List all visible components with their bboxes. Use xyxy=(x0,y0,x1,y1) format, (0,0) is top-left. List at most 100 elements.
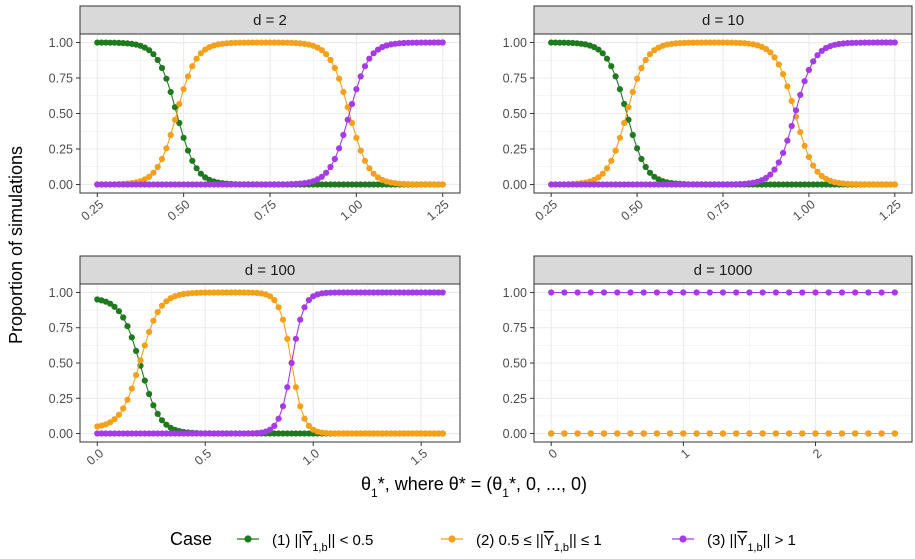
data-point xyxy=(814,181,821,188)
data-point xyxy=(711,39,718,46)
data-point xyxy=(288,430,295,437)
data-point xyxy=(435,289,442,296)
data-point xyxy=(396,180,403,187)
x-tick-label: 2 xyxy=(810,446,824,461)
data-point xyxy=(400,430,407,437)
data-point xyxy=(180,181,187,188)
data-point xyxy=(797,129,804,136)
x-tick-label: 0.0 xyxy=(84,446,106,468)
data-point xyxy=(435,39,442,46)
data-point xyxy=(128,334,135,341)
data-point xyxy=(775,61,782,68)
data-point xyxy=(331,181,338,188)
data-point xyxy=(271,422,278,429)
data-point xyxy=(374,181,382,188)
data-point xyxy=(262,39,269,46)
data-point xyxy=(694,39,701,46)
data-point xyxy=(600,289,608,296)
data-point xyxy=(228,39,235,47)
data-point xyxy=(193,181,200,188)
data-point xyxy=(733,430,740,437)
data-point xyxy=(266,39,274,46)
data-point xyxy=(275,304,282,311)
data-point xyxy=(124,323,131,330)
data-point xyxy=(323,169,330,176)
data-point xyxy=(275,430,282,437)
data-point xyxy=(379,181,386,188)
data-point xyxy=(245,430,252,437)
data-point xyxy=(111,39,118,46)
data-point xyxy=(357,147,364,154)
gridlines xyxy=(80,34,460,193)
facet-strip xyxy=(533,255,913,285)
x-tick-label: 1.00 xyxy=(790,197,818,223)
data-point xyxy=(197,181,204,188)
data-point xyxy=(279,316,287,323)
data-point xyxy=(642,163,649,171)
y-axis-label: Proportion of simulations xyxy=(6,146,26,344)
data-point xyxy=(848,181,856,188)
data-point xyxy=(707,181,714,188)
data-point xyxy=(176,119,183,127)
data-point xyxy=(759,289,766,296)
data-point xyxy=(202,289,209,296)
data-point xyxy=(292,430,299,437)
y-tick-label: 0.00 xyxy=(49,427,73,441)
data-point xyxy=(413,39,420,46)
data-point xyxy=(344,116,351,123)
data-point xyxy=(163,430,170,437)
data-point xyxy=(413,289,420,296)
data-point xyxy=(241,430,248,437)
data-point xyxy=(702,181,709,188)
data-point xyxy=(561,181,568,188)
data-point xyxy=(228,430,235,437)
data-point xyxy=(146,328,153,336)
data-point xyxy=(284,384,291,391)
data-point xyxy=(202,430,209,437)
legend-label-case2: (2) 0.5 ≤ ||Y1,b|| ≤ 1 xyxy=(476,532,602,554)
data-point xyxy=(297,430,304,437)
data-point xyxy=(616,86,624,93)
data-point xyxy=(805,181,813,188)
data-point xyxy=(180,134,187,141)
data-point xyxy=(245,181,252,188)
data-point xyxy=(340,131,347,139)
data-point xyxy=(353,430,360,437)
data-point xyxy=(223,430,230,437)
data-point xyxy=(878,430,885,437)
data-point xyxy=(236,289,243,296)
data-point xyxy=(676,181,684,188)
data-point xyxy=(249,39,256,46)
data-point xyxy=(552,39,559,46)
data-point xyxy=(197,170,204,177)
data-point xyxy=(133,430,140,437)
data-point xyxy=(780,71,787,78)
data-point xyxy=(788,97,795,105)
data-point xyxy=(133,181,140,188)
data-point xyxy=(318,47,325,54)
data-point xyxy=(814,52,821,59)
data-point xyxy=(141,342,148,349)
data-point xyxy=(799,289,806,296)
data-point xyxy=(608,181,615,188)
data-point xyxy=(418,289,425,296)
data-point xyxy=(698,39,705,46)
data-point xyxy=(640,430,647,437)
data-point xyxy=(426,289,433,296)
facet-strip-label: d = 100 xyxy=(245,262,295,279)
data-point xyxy=(772,430,780,437)
data-point xyxy=(206,181,213,188)
data-point xyxy=(552,181,559,188)
data-point xyxy=(348,289,356,296)
data-point xyxy=(361,181,369,188)
data-point xyxy=(775,181,782,188)
data-point xyxy=(124,396,131,403)
data-point xyxy=(642,56,649,64)
data-point xyxy=(413,430,420,437)
data-point xyxy=(336,289,343,296)
legend-key-point xyxy=(244,535,252,543)
data-point xyxy=(439,181,446,188)
data-point xyxy=(600,430,608,437)
facet-strip-label: d = 1000 xyxy=(694,262,753,279)
data-point xyxy=(780,181,787,188)
